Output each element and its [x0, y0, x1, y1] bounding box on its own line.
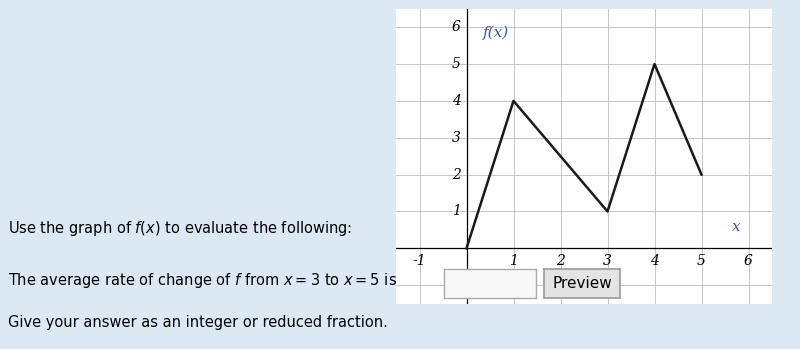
Text: 3: 3 [603, 254, 612, 268]
Text: 3: 3 [452, 131, 461, 145]
Text: The average rate of change of $f$ from $x = 3$ to $x = 5$ is: The average rate of change of $f$ from $… [8, 272, 397, 290]
Text: f(x): f(x) [483, 25, 509, 40]
Text: 1: 1 [452, 205, 461, 218]
Text: 6: 6 [452, 20, 461, 34]
Text: 4: 4 [650, 254, 659, 268]
Text: 6: 6 [744, 254, 753, 268]
Text: Preview: Preview [552, 276, 612, 291]
Text: x: x [733, 220, 741, 234]
Text: 2: 2 [556, 254, 565, 268]
Text: 5: 5 [697, 254, 706, 268]
Text: -1: -1 [447, 278, 461, 292]
Text: 4: 4 [452, 94, 461, 108]
Text: Give your answer as an integer or reduced fraction.: Give your answer as an integer or reduce… [8, 315, 388, 330]
Text: 2: 2 [452, 168, 461, 181]
Text: -1: -1 [413, 254, 426, 268]
Text: 5: 5 [452, 57, 461, 71]
Text: Use the graph of $f(x)$ to evaluate the following:: Use the graph of $f(x)$ to evaluate the … [8, 219, 352, 238]
Text: 1: 1 [509, 254, 518, 268]
